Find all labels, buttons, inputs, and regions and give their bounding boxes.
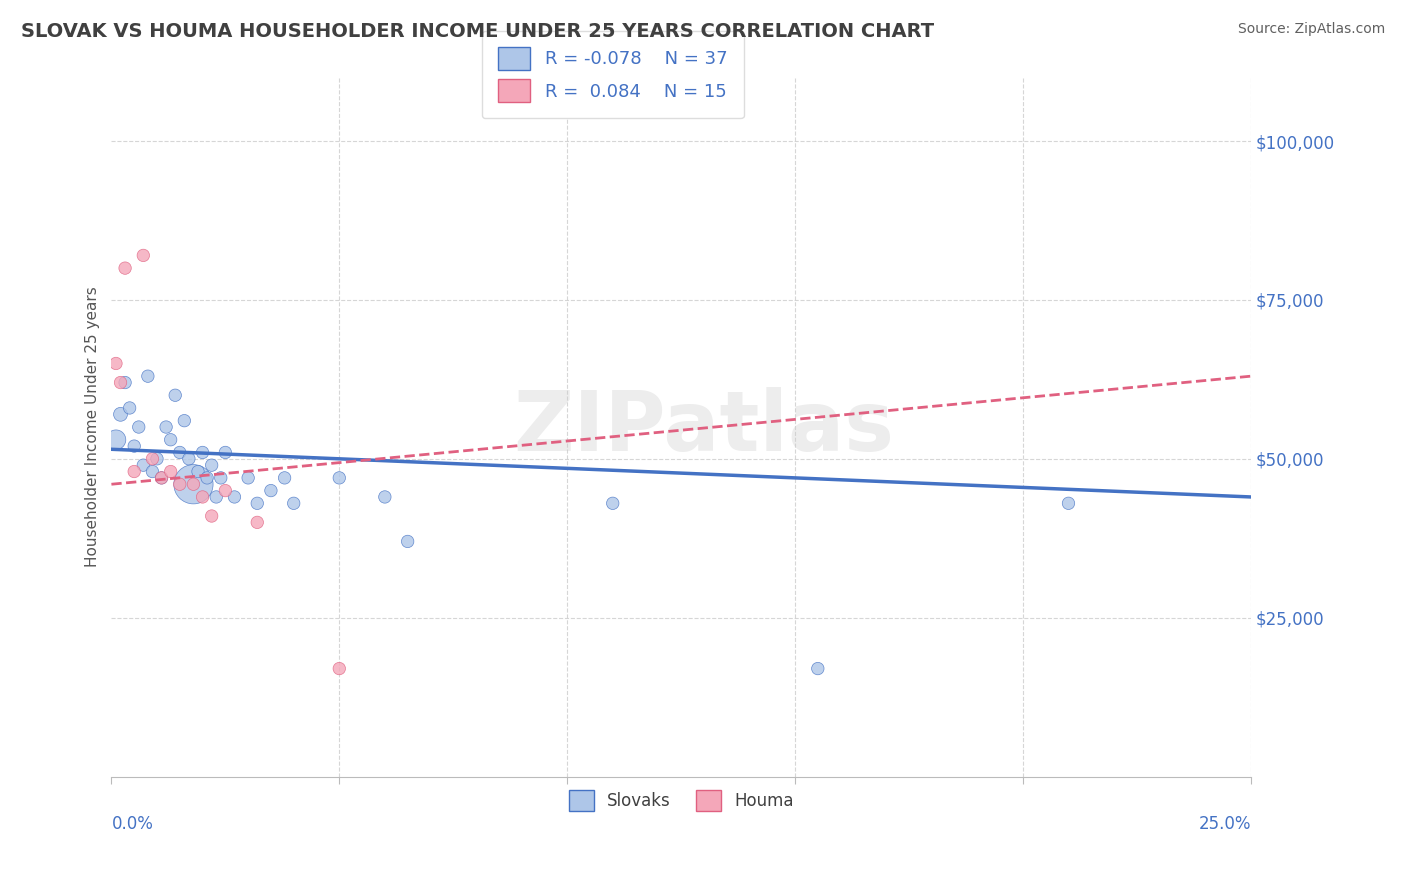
- Point: [214, 483, 236, 498]
- Point: [141, 451, 163, 466]
- Point: [128, 420, 150, 434]
- Point: [132, 458, 155, 472]
- Legend: Slovaks, Houma: Slovaks, Houma: [562, 783, 800, 817]
- Point: [1057, 496, 1080, 510]
- Point: [224, 490, 246, 504]
- Point: [169, 445, 191, 459]
- Point: [195, 471, 218, 485]
- Point: [183, 477, 205, 491]
- Text: 25.0%: 25.0%: [1198, 815, 1251, 833]
- Point: [374, 490, 396, 504]
- Point: [141, 465, 163, 479]
- Point: [122, 439, 145, 453]
- Point: [118, 401, 141, 415]
- Point: [155, 420, 177, 434]
- Point: [114, 376, 136, 390]
- Point: [260, 483, 283, 498]
- Point: [214, 445, 236, 459]
- Point: [165, 388, 187, 402]
- Point: [191, 490, 214, 504]
- Point: [205, 490, 228, 504]
- Point: [104, 356, 127, 370]
- Point: [169, 477, 191, 491]
- Point: [110, 407, 132, 421]
- Point: [201, 458, 224, 472]
- Point: [159, 465, 181, 479]
- Point: [328, 471, 350, 485]
- Point: [328, 662, 350, 676]
- Point: [146, 451, 169, 466]
- Text: Source: ZipAtlas.com: Source: ZipAtlas.com: [1237, 22, 1385, 37]
- Point: [110, 376, 132, 390]
- Point: [602, 496, 624, 510]
- Point: [273, 471, 295, 485]
- Text: 0.0%: 0.0%: [111, 815, 153, 833]
- Point: [283, 496, 305, 510]
- Point: [396, 534, 419, 549]
- Point: [122, 465, 145, 479]
- Point: [191, 445, 214, 459]
- Point: [201, 508, 224, 523]
- Point: [807, 662, 830, 676]
- Point: [246, 496, 269, 510]
- Text: SLOVAK VS HOUMA HOUSEHOLDER INCOME UNDER 25 YEARS CORRELATION CHART: SLOVAK VS HOUMA HOUSEHOLDER INCOME UNDER…: [21, 22, 934, 41]
- Point: [246, 516, 269, 530]
- Point: [159, 433, 181, 447]
- Point: [150, 471, 173, 485]
- Point: [183, 477, 205, 491]
- Point: [104, 433, 127, 447]
- Point: [209, 471, 232, 485]
- Point: [236, 471, 259, 485]
- Point: [114, 261, 136, 276]
- Point: [150, 471, 173, 485]
- Point: [177, 451, 200, 466]
- Point: [132, 248, 155, 262]
- Point: [136, 369, 159, 384]
- Y-axis label: Householder Income Under 25 years: Householder Income Under 25 years: [86, 286, 100, 567]
- Text: ZIPatlas: ZIPatlas: [513, 386, 894, 467]
- Point: [173, 414, 195, 428]
- Point: [187, 465, 209, 479]
